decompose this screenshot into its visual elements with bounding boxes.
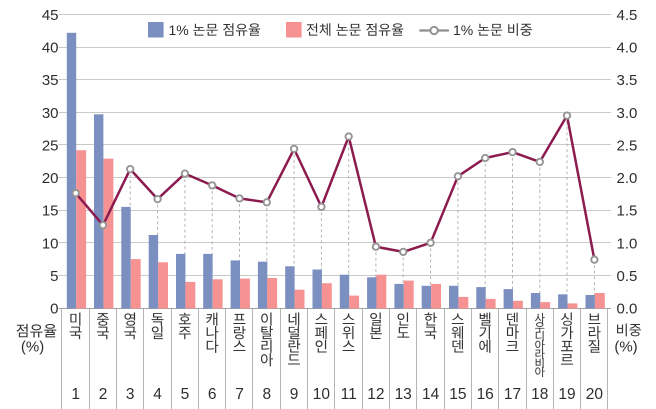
svg-text:6: 6 xyxy=(208,386,217,403)
svg-text:20: 20 xyxy=(42,170,59,187)
svg-text:7: 7 xyxy=(235,386,244,403)
svg-text:19: 19 xyxy=(558,386,575,403)
svg-text:0.5: 0.5 xyxy=(617,268,638,285)
svg-text:1: 1 xyxy=(71,386,80,403)
svg-text:16: 16 xyxy=(477,386,494,403)
svg-text:30: 30 xyxy=(42,105,59,122)
svg-text:1.5: 1.5 xyxy=(617,203,638,220)
svg-text:1.0: 1.0 xyxy=(617,235,638,252)
svg-text:18: 18 xyxy=(531,386,548,403)
svg-text:10: 10 xyxy=(42,235,59,252)
svg-text:45: 45 xyxy=(42,7,59,24)
svg-text:14: 14 xyxy=(422,386,440,403)
svg-text:35: 35 xyxy=(42,72,59,89)
svg-text:40: 40 xyxy=(42,40,59,57)
svg-text:25: 25 xyxy=(42,137,59,154)
svg-text:13: 13 xyxy=(395,386,412,403)
svg-text:9: 9 xyxy=(290,386,299,403)
svg-text:0.0: 0.0 xyxy=(617,301,638,318)
svg-text:4.5: 4.5 xyxy=(617,7,638,24)
svg-text:12: 12 xyxy=(367,386,384,403)
svg-text:1%: 1% xyxy=(453,22,473,38)
svg-text:3.5: 3.5 xyxy=(617,72,638,89)
svg-text:5: 5 xyxy=(181,386,190,403)
svg-text:5: 5 xyxy=(50,268,58,285)
svg-text:(%): (%) xyxy=(21,339,44,356)
svg-text:2.0: 2.0 xyxy=(617,170,638,187)
svg-text:2.5: 2.5 xyxy=(617,137,638,154)
svg-text:0: 0 xyxy=(50,301,58,318)
svg-text:3: 3 xyxy=(126,386,135,403)
svg-text:3.0: 3.0 xyxy=(617,105,638,122)
svg-text:(%): (%) xyxy=(614,339,637,356)
svg-text:15: 15 xyxy=(449,386,466,403)
svg-text:4: 4 xyxy=(153,386,162,403)
svg-text:2: 2 xyxy=(99,386,108,403)
svg-text:17: 17 xyxy=(504,386,521,403)
svg-text:4.0: 4.0 xyxy=(617,40,638,57)
svg-text:20: 20 xyxy=(586,386,604,403)
svg-text:8: 8 xyxy=(262,386,271,403)
svg-text:11: 11 xyxy=(341,386,357,403)
svg-text:1%: 1% xyxy=(169,22,189,38)
svg-text:10: 10 xyxy=(313,386,331,403)
svg-text:15: 15 xyxy=(42,203,59,220)
